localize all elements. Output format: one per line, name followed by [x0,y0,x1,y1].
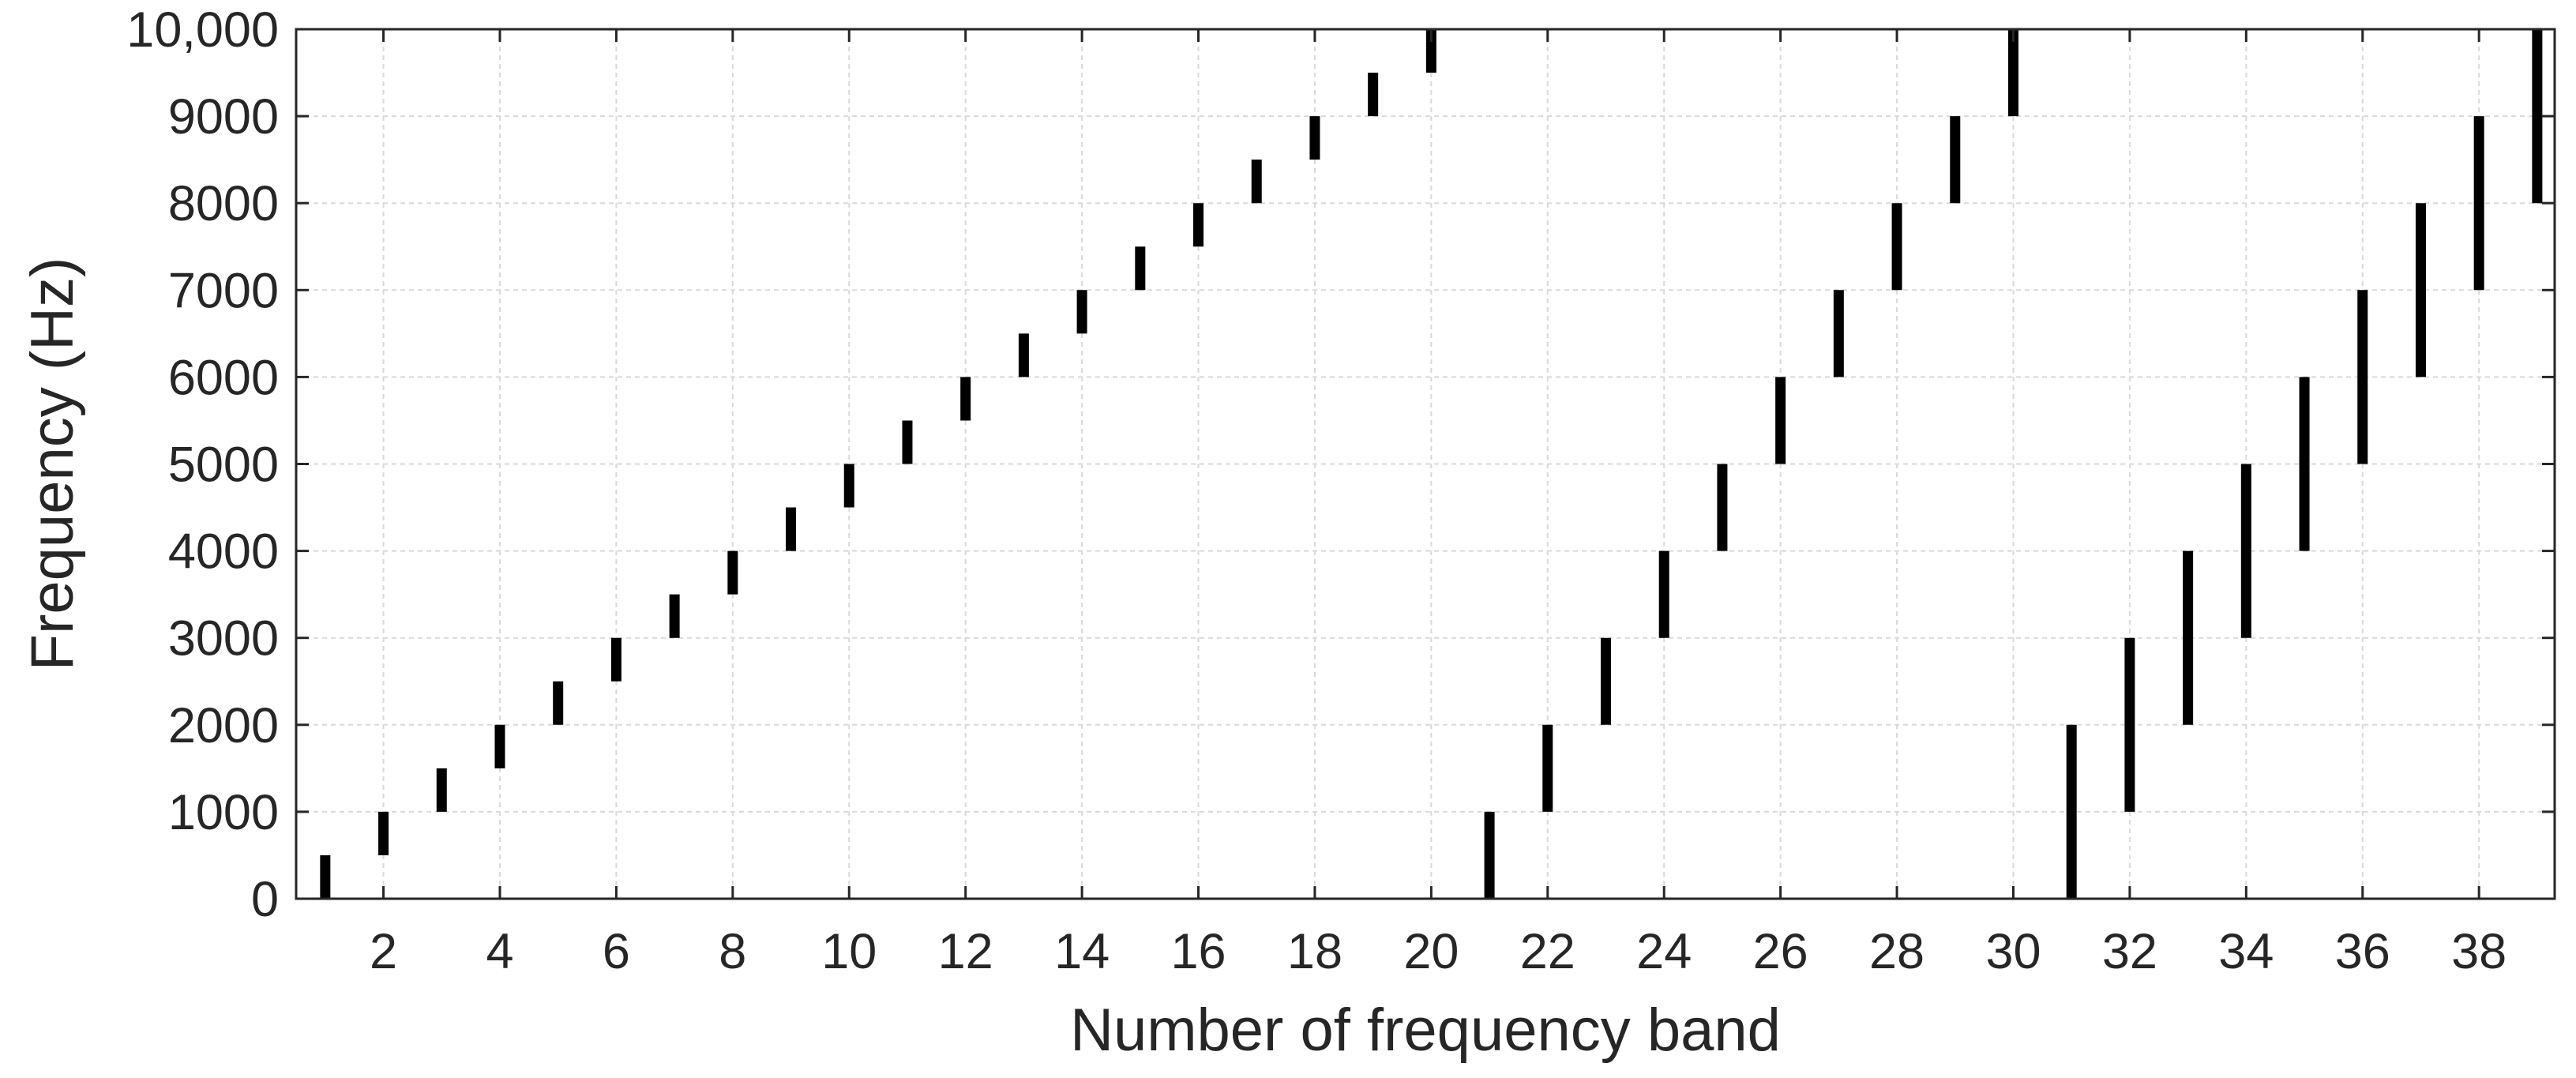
y-tick-label: 9000 [168,89,279,145]
x-tick-label: 22 [1520,924,1575,979]
x-tick-label: 26 [1753,924,1808,979]
band-bars [320,29,2543,899]
y-tick-label: 1000 [168,785,279,840]
x-tick-label: 16 [1170,924,1226,979]
y-tick-label: 4000 [168,524,279,580]
y-axis-title: Frequency (Hz) [19,257,86,671]
axis-ticks: 2 4 6 8 10 12 14 16 18 20 22 24 26 28 30 32 34 36 38010002… [126,2,2555,979]
x-tick-label: 4 [486,924,513,979]
x-tick-label: 18 [1287,924,1342,979]
x-tick-label: 32 [2102,924,2157,979]
y-tick-label: 8000 [168,176,279,231]
x-tick-label: 6 [603,924,630,979]
x-tick-label: 20 [1403,924,1459,979]
x-tick-label: 36 [2335,924,2390,979]
x-tick-label: 8 [719,924,746,979]
y-tick-label: 3000 [168,611,279,667]
x-tick-label: 34 [2218,924,2274,979]
x-tick-label: 28 [1869,924,1924,979]
y-tick-label: 6000 [168,350,279,405]
y-tick-label: 2000 [168,698,279,753]
y-tick-label: 10,000 [126,2,279,58]
x-tick-label: 30 [1985,924,2041,979]
x-tick-label: 2 [370,924,397,979]
y-tick-label: 7000 [168,263,279,318]
y-tick-label: 5000 [168,438,279,493]
x-tick-label: 12 [938,924,993,979]
x-tick-label: 14 [1054,924,1110,979]
x-tick-label: 10 [821,924,877,979]
x-tick-label: 24 [1636,924,1692,979]
y-tick-label: 0 [251,872,279,927]
x-tick-label: 38 [2451,924,2507,979]
x-axis-title: Number of frequency band [1070,997,1781,1064]
